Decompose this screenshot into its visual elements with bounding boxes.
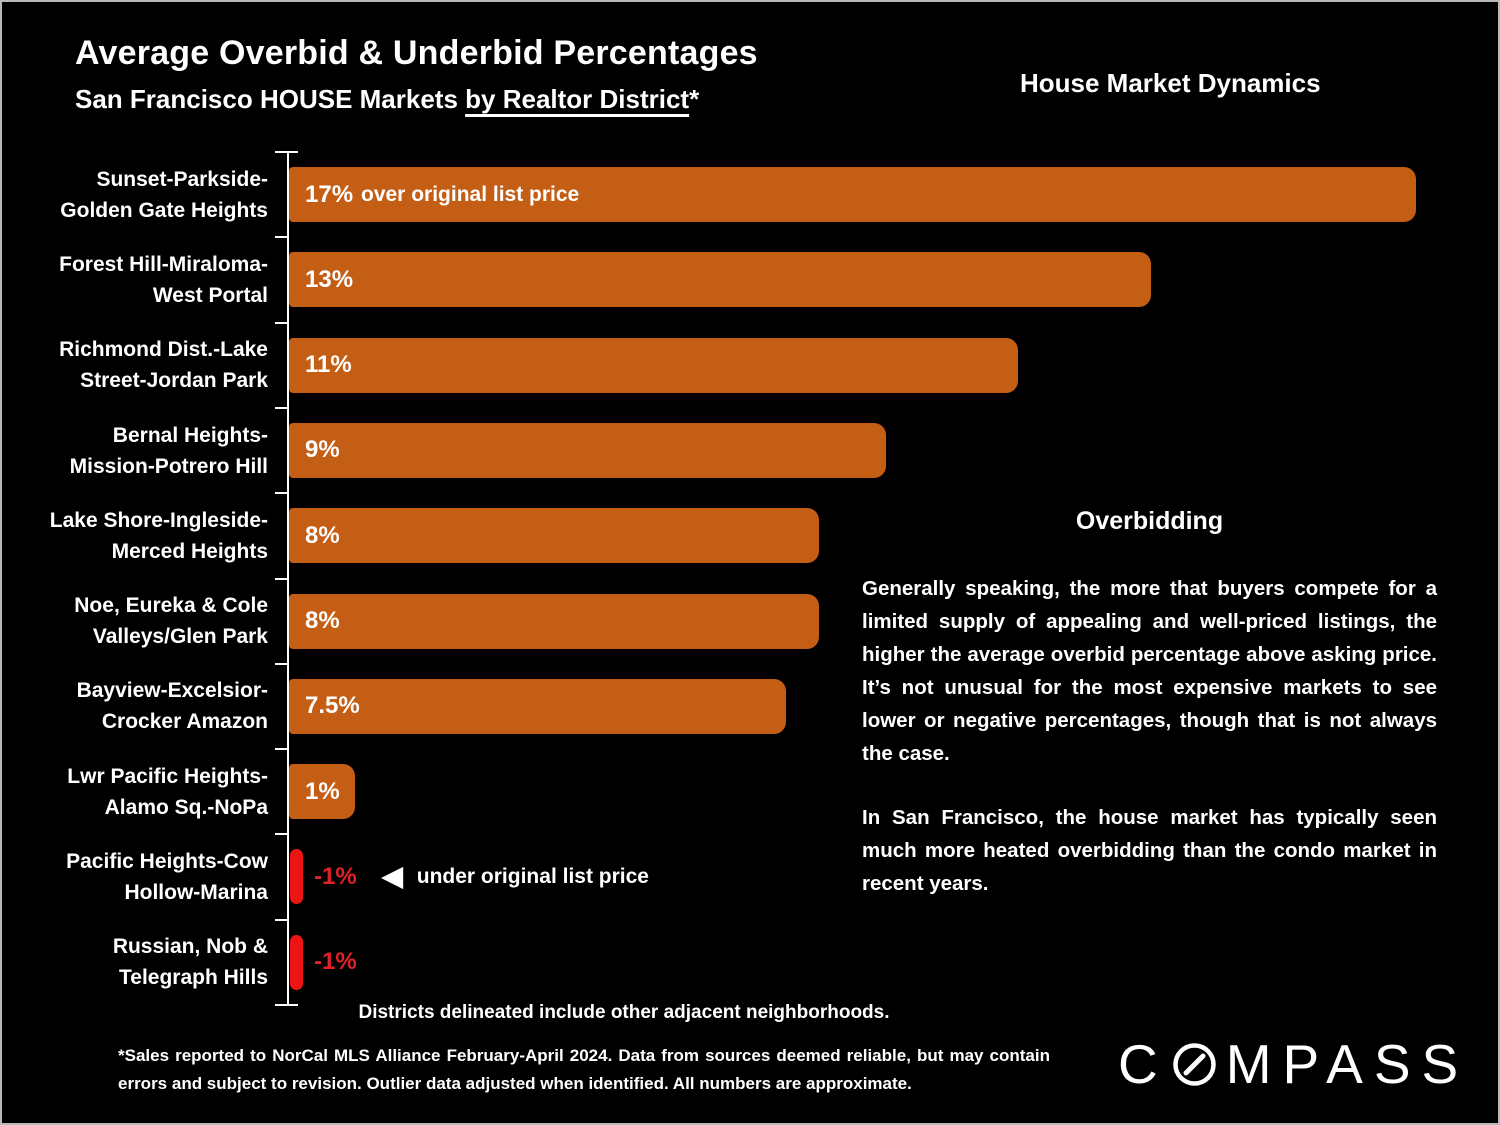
compass-o-icon	[1172, 1042, 1216, 1086]
commentary-paragraph-2: In San Francisco, the house market has t…	[862, 806, 1437, 895]
positive-bar	[289, 167, 1416, 222]
bar-value-label: 13%	[305, 265, 354, 293]
left-arrow-icon: ◀	[382, 861, 403, 892]
bar-annotation: ◀ under original list price	[382, 849, 649, 904]
bar-value-label: 8%	[305, 521, 340, 549]
category-label-line: Crocker Amazon	[101, 710, 268, 734]
subtitle-asterisk: *	[689, 84, 700, 114]
negative-bar	[290, 849, 303, 905]
negative-bar	[290, 934, 303, 990]
category-label-line: Street-Jordan Park	[80, 369, 268, 393]
bar-value-label: 11%	[305, 351, 352, 379]
category-label-line: Merced Heights	[111, 539, 268, 563]
positive-bar	[289, 678, 786, 734]
category-label-line: Forest Hill-Miraloma-	[59, 252, 268, 276]
compass-logo-letters: MPASS	[1225, 1033, 1470, 1095]
bar-value-label: 8%	[305, 607, 340, 634]
category-label: Noe, Eureka & Cole Valleys/Glen Park	[0, 579, 268, 664]
bar-value-label: -1%	[314, 862, 357, 890]
category-label-line: Richmond Dist.-Lake	[59, 338, 268, 362]
category-label: Forest Hill-Miraloma- West Portal	[0, 237, 268, 322]
bar-annotation-text: under original list price	[416, 864, 649, 888]
y-axis-line	[287, 152, 289, 1005]
category-label-line: Golden Gate Heights	[60, 198, 268, 222]
subtitle-prefix: San Francisco HOUSE Markets	[75, 84, 466, 114]
footnote: *Sales reported to NorCal MLS Alliance F…	[118, 1046, 1050, 1093]
districts-note: Districts delineated include other adjac…	[358, 1002, 890, 1023]
category-label: Lake Shore-Ingleside- Merced Heights	[0, 493, 268, 578]
bar-value-label: 9%	[305, 436, 340, 464]
subtitle-underlined: by Realtor District	[465, 84, 690, 114]
positive-bar	[289, 593, 819, 649]
positive-bar	[289, 764, 355, 820]
bar-annotation-text: over original list price	[361, 182, 580, 206]
category-label-line: Pacific Heights-Cow	[66, 850, 268, 874]
axis-tick	[275, 236, 287, 239]
axis-tick	[275, 1004, 298, 1006]
category-label-line: Lake Shore-Ingleside-	[49, 508, 268, 532]
compass-logo-letter-c: C	[1118, 1033, 1169, 1095]
category-label: Russian, Nob & Telegraph Hills	[0, 920, 268, 1005]
commentary-paragraph-1: Generally speaking, the more that buyers…	[862, 577, 1437, 765]
commentary-heading: Overbidding	[1075, 507, 1224, 535]
axis-tick	[275, 662, 287, 665]
category-label: Richmond Dist.-Lake Street-Jordan Park	[0, 323, 268, 408]
axis-tick	[275, 833, 287, 836]
category-label-line: Lwr Pacific Heights-	[67, 764, 268, 788]
positive-bar	[289, 337, 1018, 393]
category-label: Pacific Heights-Cow Hollow-Marina	[0, 834, 268, 919]
axis-tick	[275, 918, 287, 921]
page-subtitle: San Francisco HOUSE Markets by Realtor D…	[75, 84, 699, 115]
category-label: Lwr Pacific Heights- Alamo Sq.-NoPa	[0, 749, 268, 834]
compass-logo: C MPASS	[1118, 1032, 1469, 1096]
positive-bar	[289, 252, 1151, 308]
category-label-line: Mission-Potrero Hill	[69, 454, 268, 478]
category-label-line: Hollow-Marina	[124, 881, 268, 905]
category-label: Bayview-Excelsior- Crocker Amazon	[0, 664, 268, 749]
axis-tick	[275, 748, 287, 751]
category-label-line: Alamo Sq.-NoPa	[104, 795, 268, 819]
bar-value-label: 1%	[305, 777, 340, 805]
bar-annotation: over original list price	[361, 167, 579, 222]
category-label-line: Russian, Nob &	[112, 935, 268, 959]
category-label: Bernal Heights- Mission-Potrero Hill	[0, 408, 268, 493]
category-label-line: West Portal	[152, 283, 268, 307]
axis-tick	[275, 406, 287, 409]
category-label-line: Bernal Heights-	[112, 423, 268, 447]
axis-tick	[275, 151, 298, 153]
bar-value-label: -1%	[314, 948, 357, 976]
bar-value-label: 7.5%	[305, 692, 360, 720]
axis-tick	[275, 577, 287, 580]
section-title: House Market Dynamics	[1020, 68, 1321, 98]
category-label-line: Bayview-Excelsior-	[76, 679, 268, 703]
category-label-line: Sunset-Parkside-	[96, 167, 268, 191]
axis-tick	[275, 321, 287, 324]
category-label-line: Noe, Eureka & Cole	[74, 594, 268, 618]
positive-bar	[289, 508, 819, 564]
page-title: Average Overbid & Underbid Percentages	[75, 34, 758, 72]
bar-value-label: 17%	[305, 180, 354, 208]
axis-tick	[275, 492, 287, 495]
category-label-line: Valleys/Glen Park	[92, 625, 268, 649]
category-label-line: Telegraph Hills	[119, 966, 268, 990]
category-label: Sunset-Parkside- Golden Gate Heights	[0, 152, 268, 237]
positive-bar	[289, 422, 886, 478]
